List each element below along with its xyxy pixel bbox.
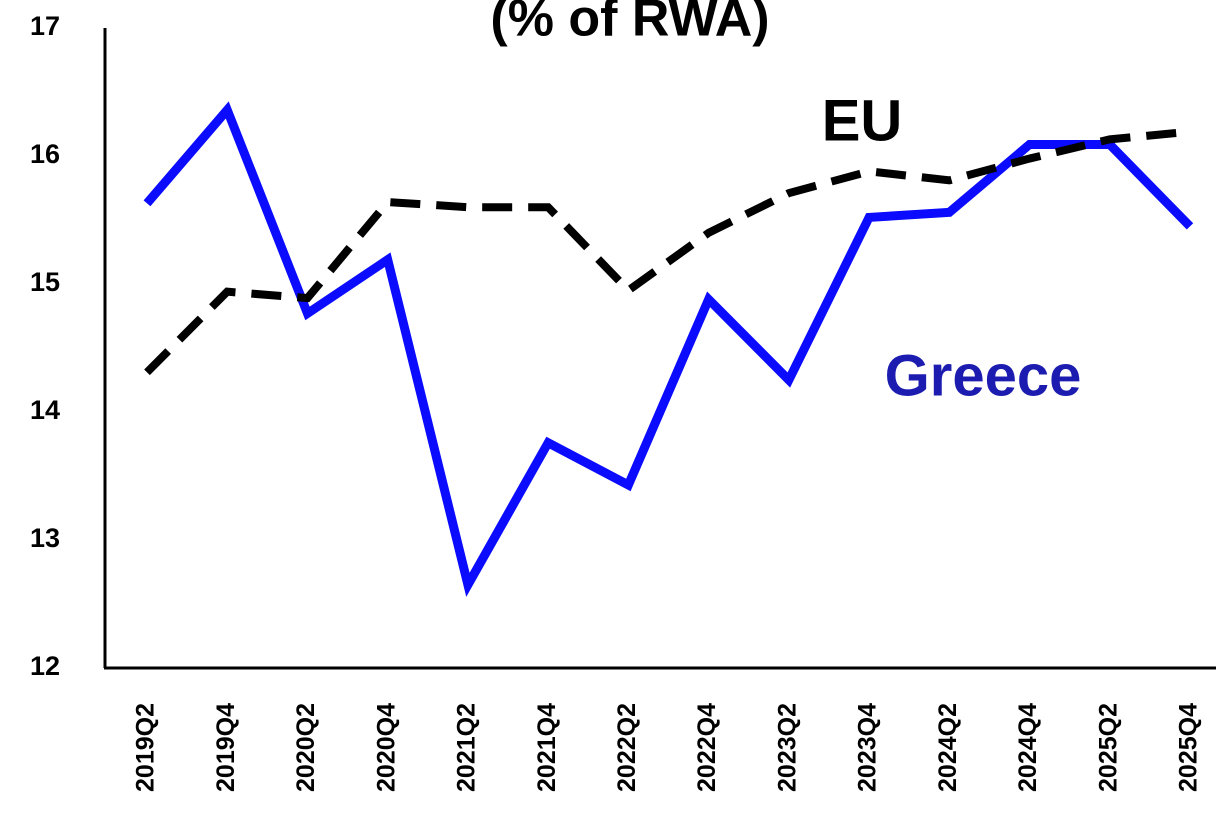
x-tick-label: 2023Q4 — [854, 703, 882, 792]
x-tick-label: 2024Q2 — [934, 703, 962, 792]
y-tick-label: 14 — [30, 395, 60, 425]
y-tick-label: 17 — [30, 11, 60, 41]
x-tick-label: 2019Q2 — [132, 703, 160, 792]
x-tick-label: 2025Q4 — [1175, 703, 1203, 792]
series-line — [143, 101, 1194, 597]
x-tick-label: 2022Q2 — [613, 703, 641, 792]
x-tick-label: 2023Q2 — [773, 703, 801, 792]
y-tick-label: 12 — [30, 651, 60, 681]
chart-title: (% of RWA) — [490, 0, 769, 48]
x-tick-label: 2024Q4 — [1014, 703, 1042, 792]
series-label: Greece — [885, 343, 1082, 408]
series-label: EU — [822, 88, 903, 153]
x-tick-label: 2020Q2 — [292, 703, 320, 792]
x-tick-label: 2025Q2 — [1094, 703, 1122, 792]
series-line — [144, 127, 1191, 376]
y-tick-label: 13 — [30, 523, 60, 553]
x-tick-label: 2021Q4 — [533, 703, 561, 792]
x-tick-label: 2020Q4 — [372, 703, 400, 792]
x-tick-label: 2022Q4 — [693, 703, 721, 792]
y-tick-label: 15 — [30, 267, 60, 297]
x-tick-label: 2021Q2 — [453, 703, 481, 792]
x-tick-label: 2019Q4 — [212, 703, 240, 792]
y-tick-label: 16 — [30, 139, 60, 169]
